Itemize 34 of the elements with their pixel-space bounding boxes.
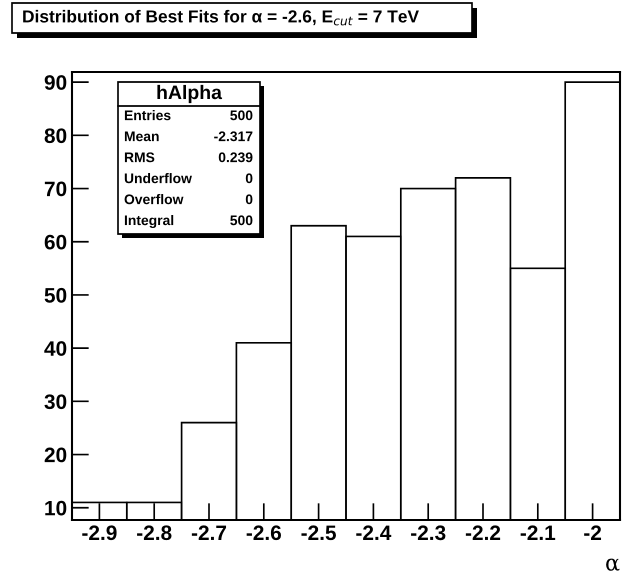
y-tick-label: 30 bbox=[44, 394, 66, 410]
x-tick-label: -2.3 bbox=[411, 525, 446, 540]
y-tick-label: 20 bbox=[44, 448, 66, 462]
y-tick-label: 80 bbox=[44, 128, 66, 144]
x-tick-label: -2.6 bbox=[246, 525, 281, 540]
x-tick-label: -2.1 bbox=[520, 525, 556, 540]
annotation: Underflow bbox=[124, 173, 192, 184]
x-tick-label: -2 bbox=[584, 525, 602, 540]
x-axis-title: α bbox=[606, 558, 620, 571]
x-tick-label: -2.9 bbox=[82, 525, 117, 540]
x-tick-label: -2.8 bbox=[137, 525, 172, 540]
annotation: RMS bbox=[124, 152, 154, 162]
chart-title: Distribution of Best Fits for α = -2.6, E$_{cut}$ = 7 TeV bbox=[23, 10, 419, 26]
x-tick-label: -2.7 bbox=[192, 525, 226, 540]
x-tick-label: -2.5 bbox=[301, 525, 336, 540]
y-tick-label: 60 bbox=[44, 234, 66, 250]
y-tick-label: 40 bbox=[44, 341, 66, 356]
annotation: Overflow bbox=[124, 194, 184, 204]
annotation: Entries bbox=[124, 110, 171, 120]
annotation: hAlpha bbox=[157, 84, 222, 104]
annotation: 500 bbox=[230, 110, 252, 120]
annotation: 0 bbox=[246, 173, 252, 184]
y-tick-label: 10 bbox=[45, 500, 66, 516]
annotation: 500 bbox=[230, 215, 252, 226]
annotation: Integral bbox=[124, 214, 174, 228]
annotation: Mean bbox=[124, 132, 159, 142]
x-tick-label: -2.2 bbox=[466, 525, 500, 540]
y-tick-label: 70 bbox=[44, 182, 66, 196]
y-tick-label: 50 bbox=[44, 288, 66, 303]
x-tick-label: -2.4 bbox=[356, 525, 392, 540]
annotation: 0.239 bbox=[218, 152, 252, 162]
annotation: -2.317 bbox=[214, 131, 252, 142]
annotation: 0 bbox=[246, 194, 252, 204]
y-tick-label: 90 bbox=[44, 75, 66, 90]
